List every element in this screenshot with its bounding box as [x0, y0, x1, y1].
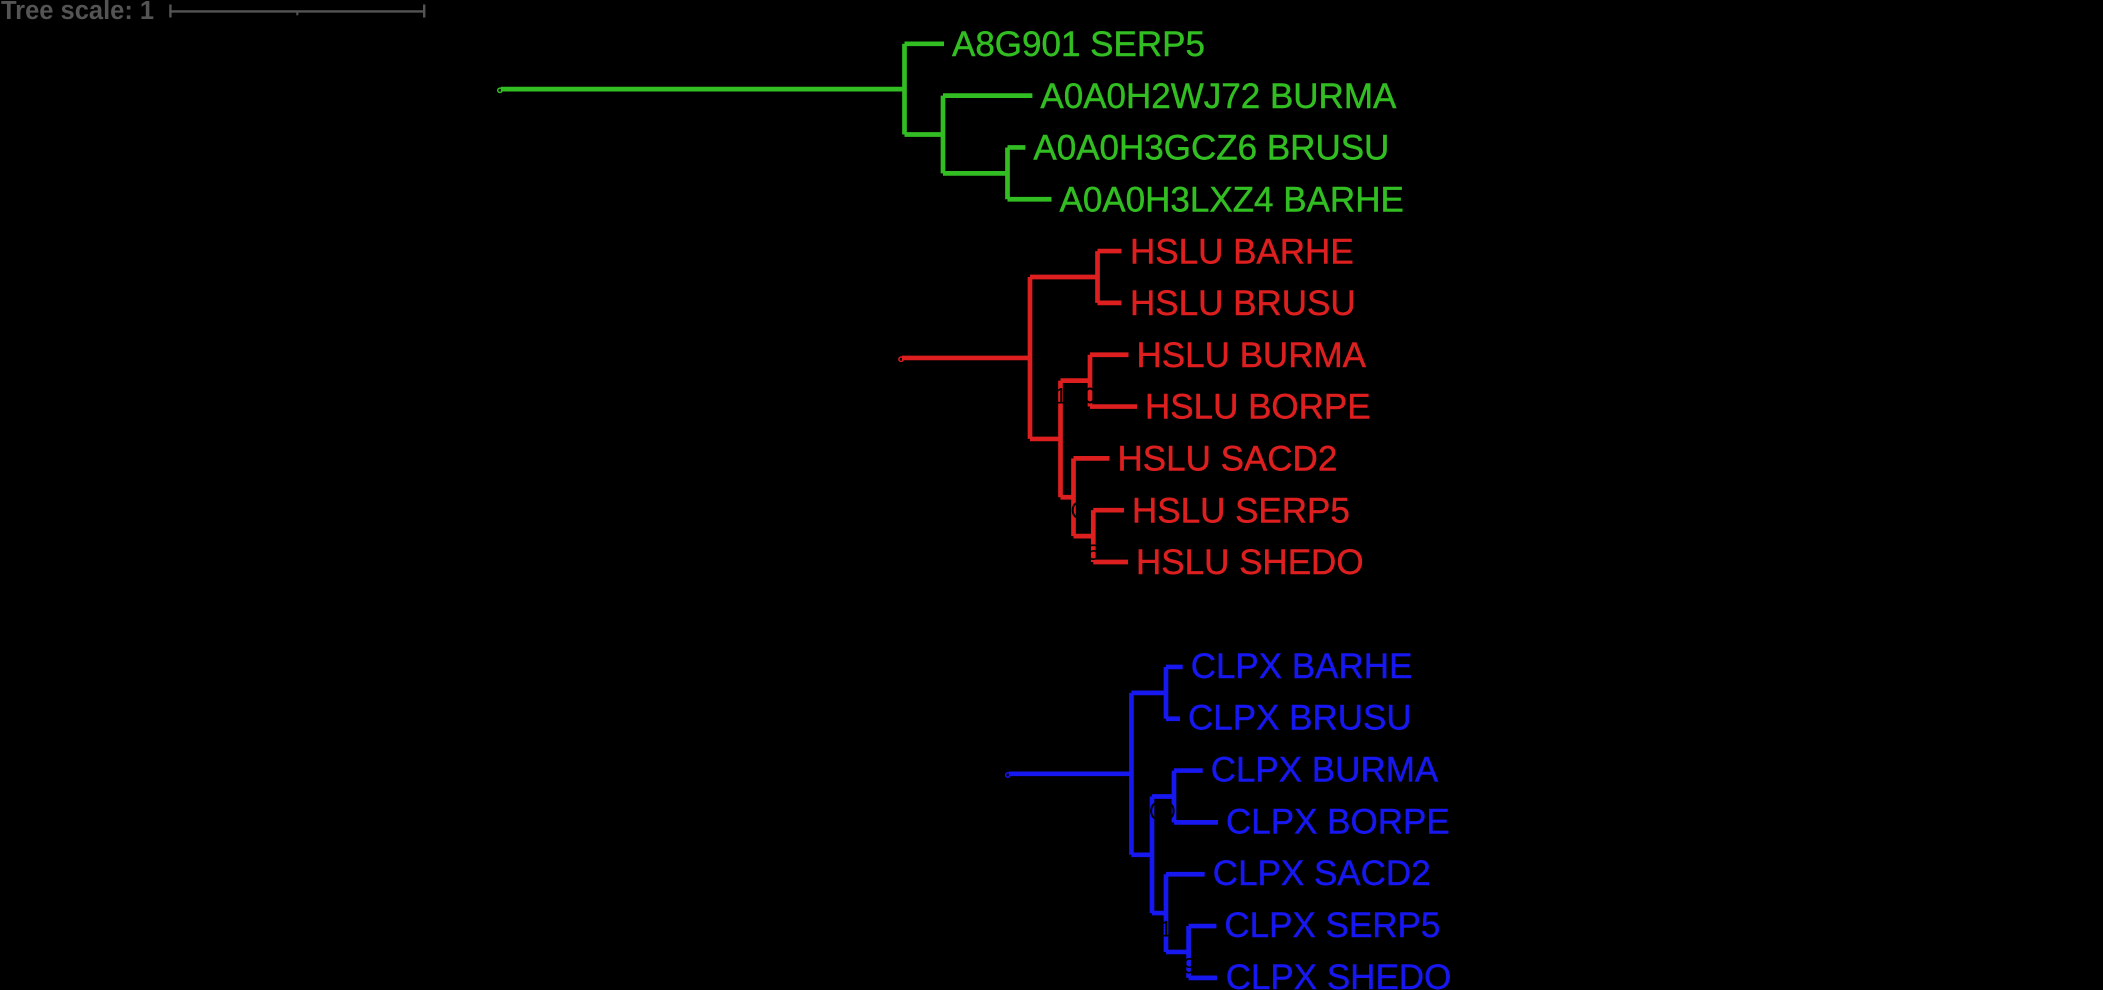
- svg-text:HSLU BORPE: HSLU BORPE: [1145, 388, 1371, 427]
- svg-text:CLPX BURMA: CLPX BURMA: [1211, 751, 1439, 790]
- svg-text:A0A0H3GCZ6 BRUSU: A0A0H3GCZ6 BRUSU: [1033, 129, 1389, 168]
- svg-text:A0A0H2WJ72 BURMA: A0A0H2WJ72 BURMA: [1040, 77, 1397, 116]
- svg-text:CLPX SACD2: CLPX SACD2: [1213, 854, 1431, 893]
- svg-text:CLPX BORPE: CLPX BORPE: [1226, 802, 1450, 841]
- svg-text:HSLU SHEDO: HSLU SHEDO: [1136, 543, 1364, 582]
- svg-text:HSLU BURMA: HSLU BURMA: [1137, 336, 1367, 375]
- svg-text:5: 5: [1088, 540, 1100, 565]
- svg-text:CLPX BRUSU: CLPX BRUSU: [1188, 699, 1412, 738]
- svg-text:CLPX SHEDO: CLPX SHEDO: [1226, 958, 1452, 990]
- svg-text:A8G901 SERP5: A8G901 SERP5: [952, 25, 1205, 64]
- svg-text:HSLU BRUSU: HSLU BRUSU: [1130, 284, 1356, 323]
- svg-text:HSLU SACD2: HSLU SACD2: [1118, 440, 1338, 479]
- svg-text:HSLU BARHE: HSLU BARHE: [1130, 232, 1354, 271]
- svg-text:CLPX BARHE: CLPX BARHE: [1191, 647, 1413, 686]
- svg-text:1: 1: [1055, 383, 1067, 408]
- svg-text:1: 1: [1160, 916, 1172, 941]
- svg-text:9: 9: [1183, 954, 1195, 979]
- svg-text:A0A0H3LXZ4 BARHE: A0A0H3LXZ4 BARHE: [1060, 181, 1404, 220]
- svg-text:Tree scale: 1: Tree scale: 1: [1, 0, 154, 25]
- svg-text:CLPX SERP5: CLPX SERP5: [1224, 906, 1440, 945]
- svg-text:HSLU SERP5: HSLU SERP5: [1132, 491, 1350, 530]
